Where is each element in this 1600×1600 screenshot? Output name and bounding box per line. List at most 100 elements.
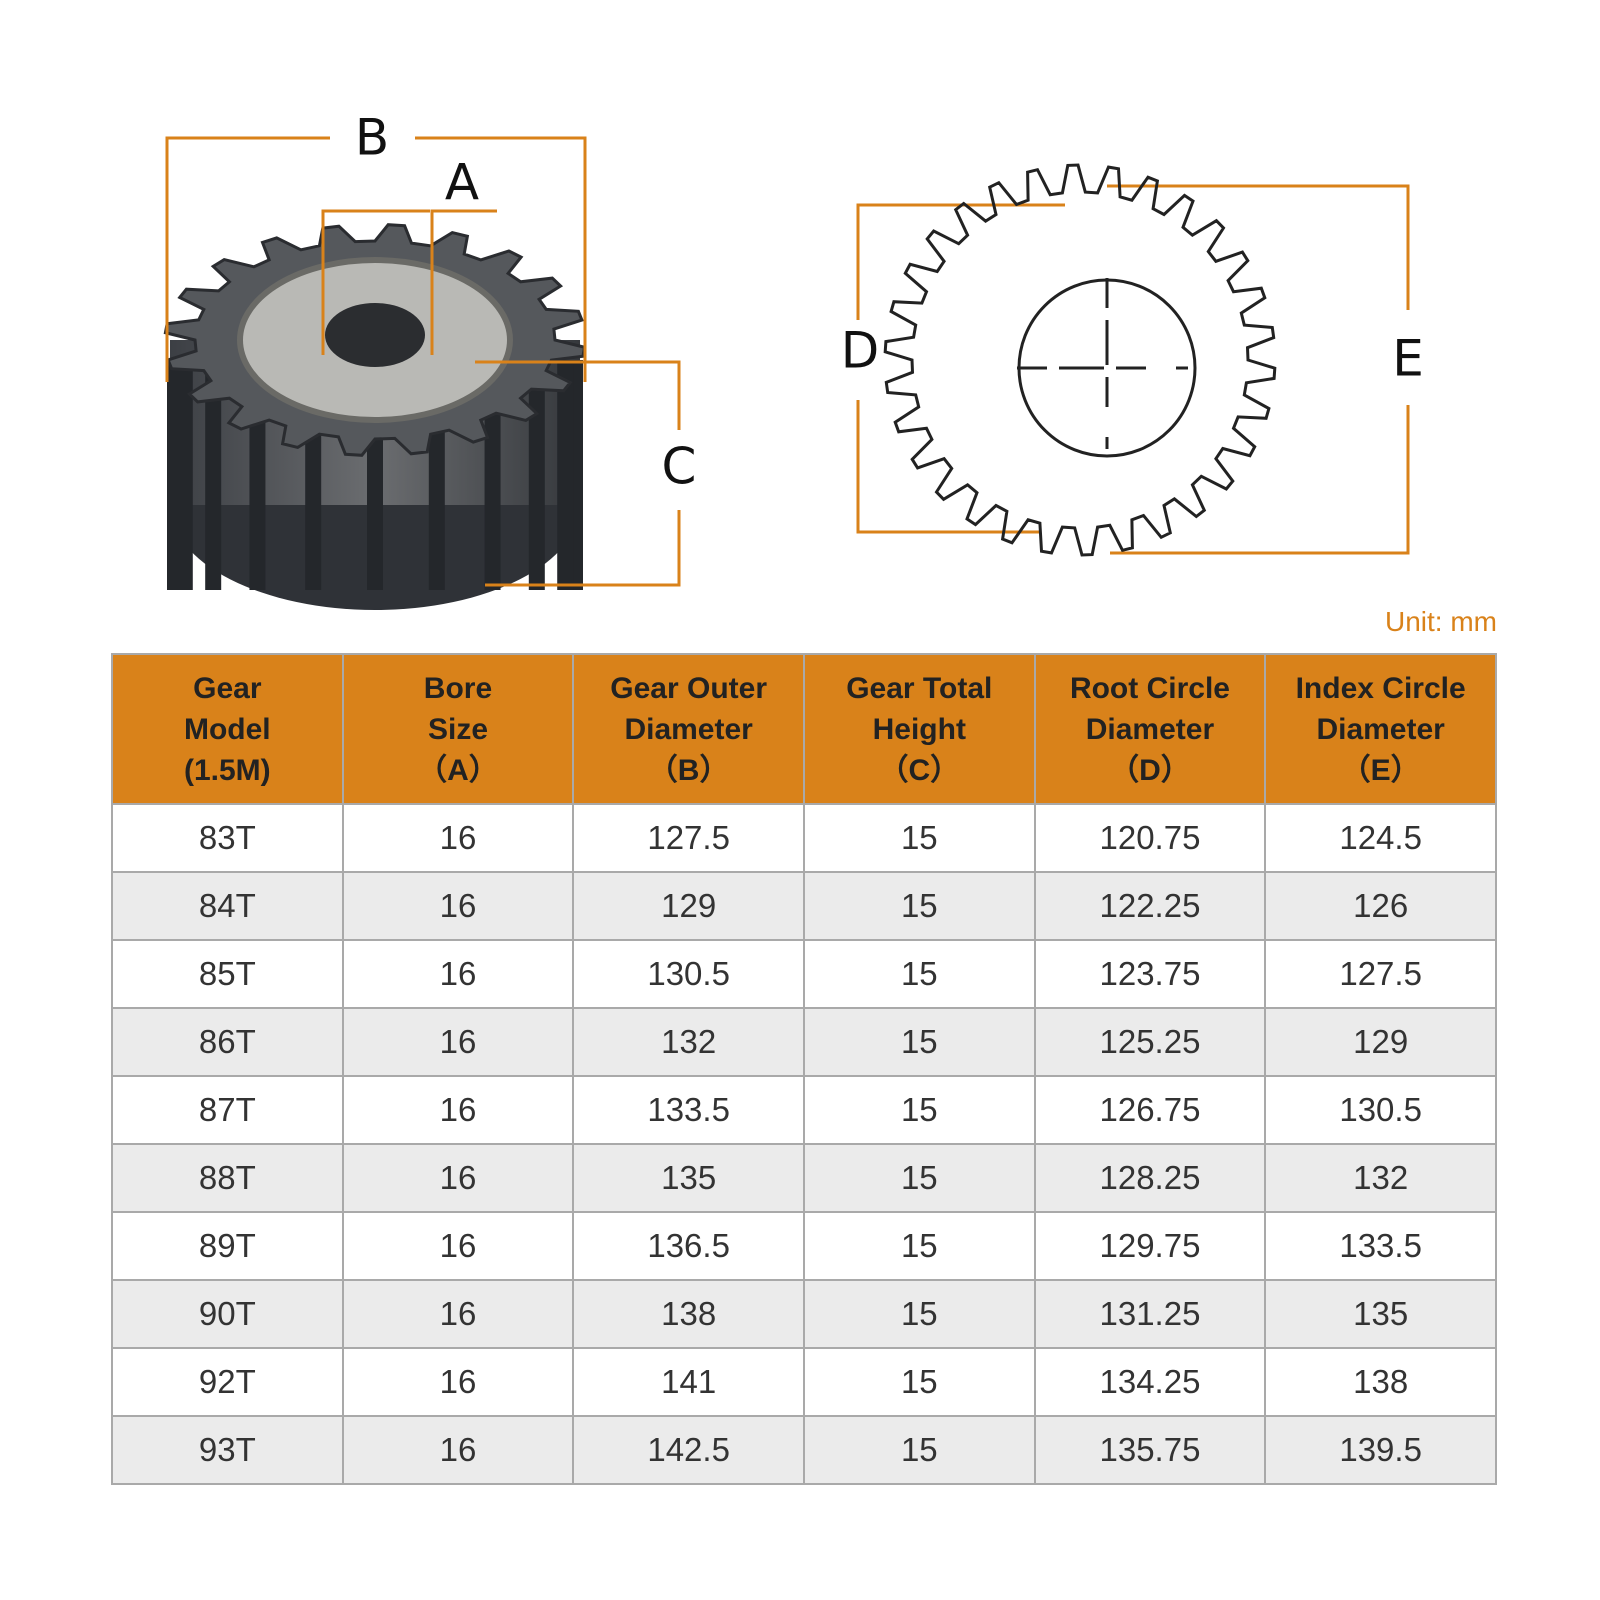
table-cell: 122.25 — [1033, 871, 1267, 941]
table-cell: 15 — [802, 1007, 1036, 1077]
table-cell: 127.5 — [572, 803, 805, 873]
table-row: 89T 16 136.5 15 129.75 133.5 — [111, 1211, 1497, 1281]
table-cell: 132 — [1264, 1143, 1497, 1213]
table-cell: 129 — [572, 871, 805, 941]
header-line: Root Circle — [1069, 671, 1230, 705]
tooth-shadow — [557, 360, 574, 590]
table-cell: 142.5 — [572, 1415, 805, 1485]
table-cell: 127.5 — [1264, 939, 1497, 1009]
table-cell: 129 — [1264, 1007, 1497, 1077]
table-row: 90T 16 138 15 131.25 135 — [111, 1279, 1497, 1349]
label-a: A — [445, 154, 479, 212]
table-row: 84T 16 129 15 122.25 126 — [111, 871, 1497, 941]
dimension-lines — [165, 136, 1410, 587]
table-row: 83T 16 127.5 15 120.75 124.5 — [111, 803, 1497, 873]
table-cell: 16 — [341, 871, 575, 941]
table-cell: 120.75 — [1033, 803, 1267, 873]
table-cell: 16 — [341, 939, 575, 1009]
table-cell: 132 — [572, 1007, 805, 1077]
header-line: Gear Outer — [610, 671, 767, 705]
table-cell: 16 — [341, 1415, 575, 1485]
table-cell: 16 — [341, 1279, 575, 1349]
header-cell: Bore Size （A） — [341, 653, 575, 805]
table-cell: 15 — [802, 1347, 1036, 1417]
table-row: 92T 16 141 15 134.25 138 — [111, 1347, 1497, 1417]
header-line: Gear Total — [846, 671, 993, 705]
header-line: Gear — [193, 671, 262, 705]
header-line: Bore — [423, 671, 493, 705]
header-line: Model — [183, 712, 271, 746]
table-cell: 90T — [111, 1279, 344, 1349]
header-line: Diameter — [1316, 712, 1445, 746]
table-row: 85T 16 130.5 15 123.75 127.5 — [111, 939, 1497, 1009]
table-row: 86T 16 132 15 125.25 129 — [111, 1007, 1497, 1077]
table-cell: 87T — [111, 1075, 344, 1145]
table-cell: 135 — [1264, 1279, 1497, 1349]
header-line: Diameter — [624, 712, 753, 746]
label-c: C — [662, 438, 697, 496]
table-cell: 15 — [802, 1415, 1036, 1485]
label-e: E — [1392, 330, 1424, 388]
header-cell: Gear Model (1.5M) — [111, 653, 344, 805]
header-line: Diameter — [1085, 712, 1215, 746]
header-line: (1.5M) — [183, 753, 271, 787]
table-cell: 135 — [572, 1143, 805, 1213]
table-cell: 15 — [802, 1211, 1036, 1281]
gear-outline — [883, 163, 1277, 557]
table-cell: 86T — [111, 1007, 344, 1077]
table-row: 87T 16 133.5 15 126.75 130.5 — [111, 1075, 1497, 1145]
header-cell: Root Circle Diameter （D） — [1033, 653, 1267, 805]
header-line: （A） — [417, 753, 499, 787]
header-line: （C） — [878, 753, 961, 787]
table-cell: 93T — [111, 1415, 344, 1485]
table-cell: 92T — [111, 1347, 344, 1417]
header-cell: Gear Total Height （C） — [802, 653, 1036, 805]
tooth-shadow — [205, 360, 222, 590]
table-cell: 16 — [341, 803, 575, 873]
tooth-shadow — [528, 360, 545, 590]
table-cell: 89T — [111, 1211, 344, 1281]
table-cell: 15 — [802, 939, 1036, 1009]
header-line: Size — [427, 712, 488, 746]
table-cell: 15 — [802, 871, 1036, 941]
spec-table: Gear Model (1.5M) Bore Size （A） Gear Outer Diam… — [111, 653, 1497, 1485]
table-cell: 84T — [111, 871, 344, 941]
table-cell: 16 — [341, 1143, 575, 1213]
table-cell: 16 — [341, 1007, 575, 1077]
diagram: B A C D E — [163, 109, 1424, 610]
header-line: （E） — [1340, 753, 1421, 787]
table-cell: 138 — [572, 1279, 805, 1349]
label-b: B — [355, 109, 389, 167]
table-row: 88T 16 135 15 128.25 132 — [111, 1143, 1497, 1213]
header-line: （B） — [647, 753, 730, 787]
table-cell: 15 — [802, 803, 1036, 873]
table-cell: 85T — [111, 939, 344, 1009]
table-cell: 123.75 — [1033, 939, 1267, 1009]
header-row: Gear Model (1.5M) Bore Size （A） Gear Outer Diam… — [111, 653, 1497, 805]
table-cell: 15 — [802, 1075, 1036, 1145]
header-line: Height — [872, 712, 966, 746]
table-cell: 128.25 — [1033, 1143, 1267, 1213]
table-cell: 125.25 — [1033, 1007, 1267, 1077]
table-cell: 133.5 — [572, 1075, 805, 1145]
header-cell: Gear Outer Diameter （B） — [572, 653, 805, 805]
table-cell: 83T — [111, 803, 344, 873]
header-line: Index Circle — [1295, 671, 1466, 705]
header-line: （D） — [1109, 753, 1191, 787]
label-d: D — [841, 322, 880, 380]
table-cell: 136.5 — [572, 1211, 805, 1281]
gear-photo — [163, 223, 587, 610]
table-cell: 126.75 — [1033, 1075, 1267, 1145]
table-cell: 141 — [572, 1347, 805, 1417]
table-cell: 16 — [341, 1347, 575, 1417]
table-cell: 88T — [111, 1143, 344, 1213]
header-cell: Index Circle Diameter （E） — [1264, 653, 1497, 805]
table-row: 93T 16 142.5 15 135.75 139.5 — [111, 1415, 1497, 1485]
table-cell: 138 — [1264, 1347, 1497, 1417]
table-cell: 131.25 — [1033, 1279, 1267, 1349]
table-cell: 129.75 — [1033, 1211, 1267, 1281]
table-cell: 15 — [802, 1279, 1036, 1349]
table-cell: 130.5 — [572, 939, 805, 1009]
table-cell: 130.5 — [1264, 1075, 1497, 1145]
unit-note: Unit: mm — [1385, 606, 1497, 637]
